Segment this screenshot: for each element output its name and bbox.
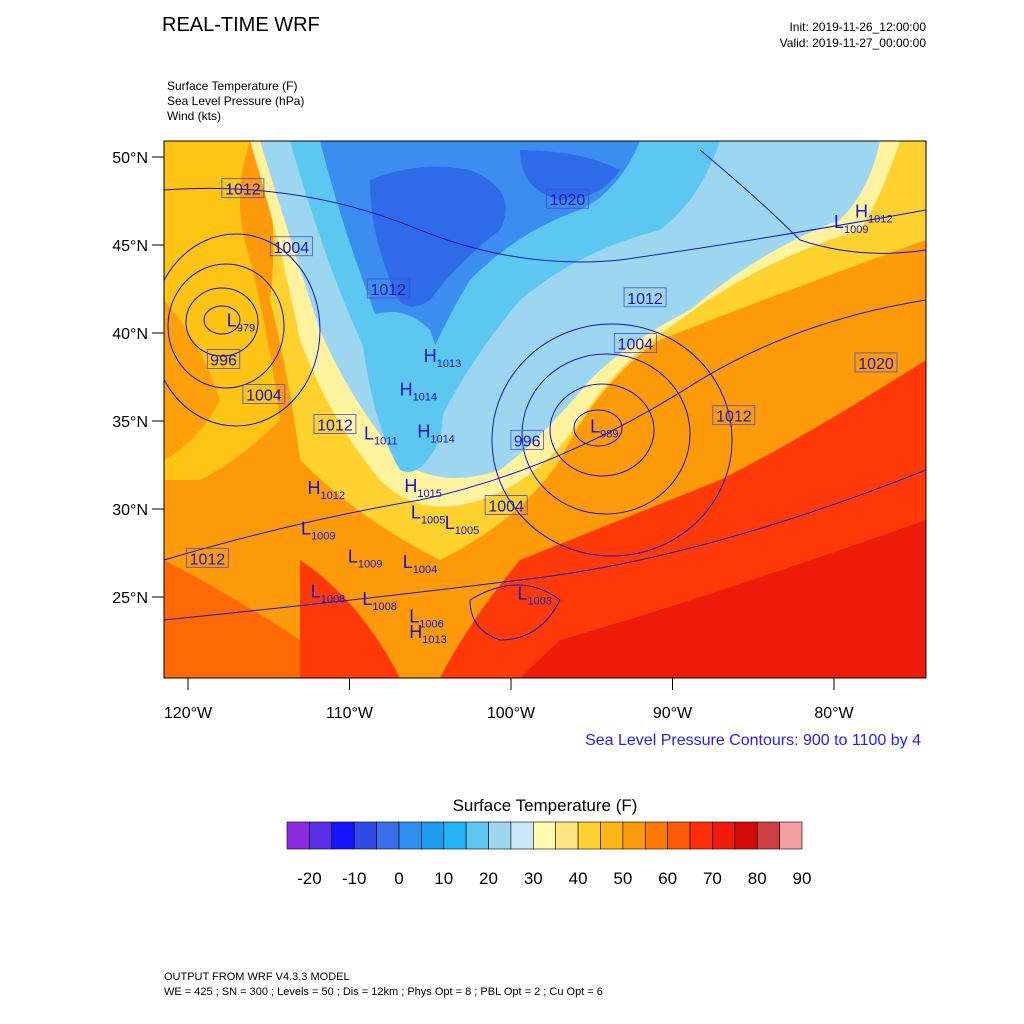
low-pressure-center: L989	[590, 416, 618, 440]
isobar-label-box	[206, 348, 241, 369]
lon-tick-label: 100°W	[487, 705, 536, 722]
lon-tick-label: 110°W	[326, 705, 374, 722]
low-pressure-center: L1009	[301, 518, 336, 542]
low-pressure-center: L1008	[311, 582, 346, 606]
field-temperature: Surface Temperature (F)	[167, 79, 298, 93]
valid-time: Valid: 2019-11-27_00:00:00	[779, 36, 926, 50]
isobar-label: 1012	[370, 282, 406, 299]
isobar-label: 1004	[618, 337, 654, 354]
isobar-label-box	[546, 188, 589, 209]
field-wind: Wind (kts)	[167, 109, 221, 123]
lon-tick-label: 90°W	[653, 705, 693, 722]
isobar-lines	[164, 149, 926, 641]
isobar-label-box	[854, 352, 898, 373]
isobar-label: 1020	[858, 356, 894, 373]
high-pressure-center: H1012	[855, 202, 892, 226]
isobar-label: 1004	[488, 498, 524, 515]
isobar-label-box	[221, 178, 265, 199]
isobar-label-box	[269, 236, 313, 257]
high-pressure-center: H1012	[308, 478, 345, 502]
isobar-label: 996	[514, 433, 541, 450]
lon-tick-label: 120°W	[164, 705, 213, 722]
isobar-label-box	[712, 405, 756, 426]
field-pressure: Sea Level Pressure (hPa)	[167, 94, 305, 108]
lat-tick-label: 30°N	[112, 502, 148, 519]
lat-tick-label: 35°N	[112, 414, 148, 431]
high-pressure-center: H1013	[409, 622, 446, 646]
temperature-field	[164, 141, 926, 678]
isobar-label-box	[313, 414, 357, 434]
low-pressure-center: L1005	[445, 513, 480, 537]
high-pressure-center: H1015	[404, 476, 441, 500]
map-frame	[163, 140, 927, 679]
init-time: Init: 2019-11-26_12:00:00	[789, 20, 926, 34]
isobar-label: 1012	[225, 182, 261, 199]
isobar-label-box	[510, 429, 544, 450]
footer-settings: WE = 425 ; SN = 300 ; Levels = 50 ; Dis …	[164, 986, 603, 998]
lat-tick-label: 50°N	[112, 150, 148, 167]
low-pressure-center: L1008	[362, 589, 397, 613]
high-pressure-center: H1014	[417, 422, 454, 446]
isobar-label-box	[484, 495, 528, 515]
lat-tick-label: 25°N	[112, 590, 148, 607]
map-annotations: 1012 1020 1004 1012 1012 996 1004 1020 1004 1012 1…	[185, 178, 898, 646]
low-pressure-center: L979	[227, 311, 255, 335]
isobar-label: 1004	[246, 388, 282, 405]
model-footer: OUTPUT FROM WRF V4.3.3 MODEL WE = 425 ; …	[164, 970, 603, 1000]
chart-title: REAL-TIME WRF	[162, 14, 320, 36]
isobar-label: 1004	[274, 240, 310, 257]
high-pressure-center: H1014	[400, 379, 437, 403]
isobar-label-box	[623, 287, 667, 308]
isobar-label-box	[242, 384, 286, 405]
isobar-label: 1012	[190, 551, 226, 568]
isobar-label: 1012	[317, 418, 353, 435]
lat-tick-label: 45°N	[112, 238, 148, 255]
isobar-label: 1012	[716, 409, 752, 426]
lon-tick-label: 80°W	[814, 705, 854, 722]
isobar-label: 996	[210, 352, 237, 369]
field-list: Surface Temperature (F) Sea Level Pressu…	[167, 79, 304, 124]
map-axes: 50°N 45°N 40°N 35°N 30°N 25°N 120°W 110°W 100°W 9…	[112, 150, 854, 722]
isobar-label-box	[613, 333, 657, 353]
footer-model: OUTPUT FROM WRF V4.3.3 MODEL	[164, 971, 350, 983]
run-times: Init: 2019-11-26_12:00:00 Valid: 2019-11…	[780, 19, 926, 51]
low-pressure-center: L1009	[348, 547, 383, 571]
low-pressure-center: L1009	[834, 212, 869, 236]
lat-tick-label: 40°N	[112, 326, 148, 343]
colorbar-title: Surface Temperature (F)	[452, 796, 638, 815]
low-pressure-center: L1011	[364, 423, 398, 447]
low-pressure-center: L1004	[403, 552, 438, 576]
contour-note: Sea Level Pressure Contours: 900 to 1100…	[585, 732, 921, 749]
isobar-label: 1012	[627, 291, 663, 308]
isobar-label: 1020	[550, 192, 586, 209]
low-pressure-center: L1003	[517, 583, 552, 607]
isobar-label-box	[185, 547, 229, 568]
low-pressure-center: L1005	[411, 503, 446, 527]
isobar-label-box	[366, 278, 410, 299]
low-pressure-center: L1006	[409, 606, 444, 630]
high-pressure-center: H1013	[424, 346, 461, 370]
